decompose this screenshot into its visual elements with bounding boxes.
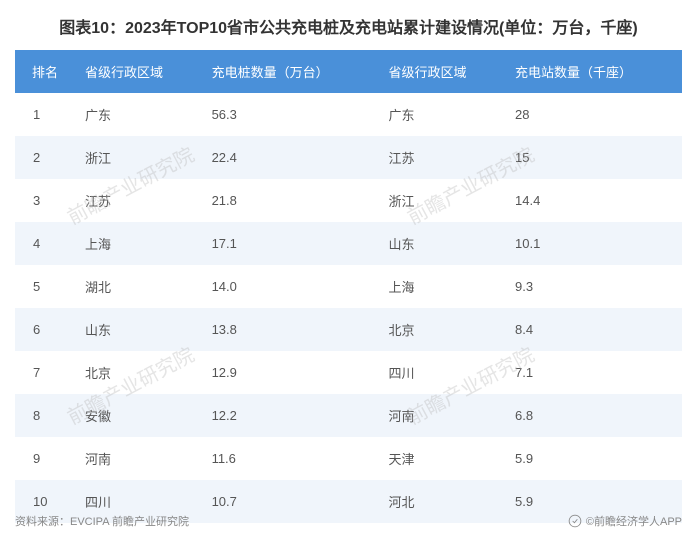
col-stations: 充电站数量（千座）	[505, 50, 682, 93]
table-row: 9河南11.6天津5.9	[15, 437, 682, 480]
col-region-1: 省级行政区域	[75, 50, 202, 93]
table-row: 1广东56.3广东28	[15, 93, 682, 136]
table-row: 7北京12.9四川7.1	[15, 351, 682, 394]
table-row: 5湖北14.0上海9.3	[15, 265, 682, 308]
col-region-2: 省级行政区域	[378, 50, 505, 93]
table-row: 8安徽12.2河南6.8	[15, 394, 682, 437]
table-header-row: 排名 省级行政区域 充电桩数量（万台） 省级行政区域 充电站数量（千座）	[15, 50, 682, 93]
col-rank: 排名	[15, 50, 75, 93]
table-body: 1广东56.3广东28 2浙江22.4江苏15 3江苏21.8浙江14.4 4上…	[15, 93, 682, 523]
table-row: 4上海17.1山东10.1	[15, 222, 682, 265]
footer: 资料来源：EVCIPA 前瞻产业研究院 ©前瞻经济学人APP	[15, 513, 682, 529]
brand-icon	[568, 514, 582, 528]
table-row: 6山东13.8北京8.4	[15, 308, 682, 351]
table-row: 3江苏21.8浙江14.4	[15, 179, 682, 222]
brand-label: ©前瞻经济学人APP	[568, 513, 682, 529]
data-table: 排名 省级行政区域 充电桩数量（万台） 省级行政区域 充电站数量（千座） 1广东…	[15, 50, 682, 523]
table-row: 2浙江22.4江苏15	[15, 136, 682, 179]
source-text: 资料来源：EVCIPA 前瞻产业研究院	[15, 513, 189, 529]
col-piles: 充电桩数量（万台）	[202, 50, 379, 93]
chart-title: 图表10：2023年TOP10省市公共充电桩及充电站累计建设情况(单位：万台，千…	[0, 0, 697, 50]
